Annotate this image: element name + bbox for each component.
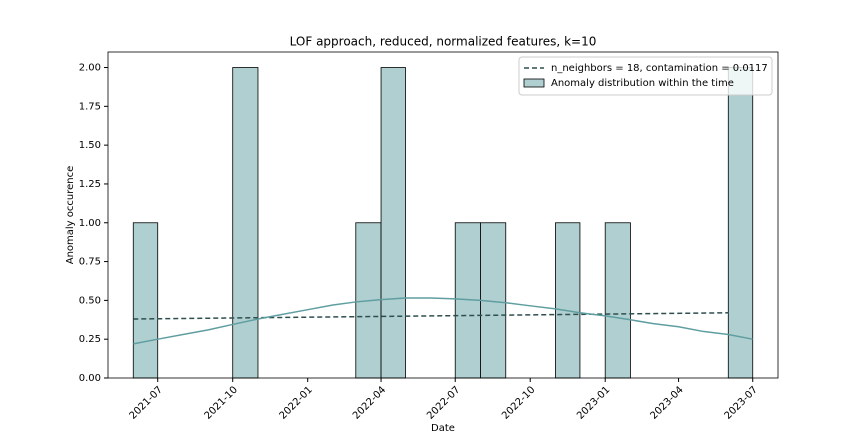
histogram-bar [555, 222, 581, 379]
legend-label: n_neighbors = 18, contamination = 0.0117 [551, 63, 768, 74]
x-tick-label: 2022-07 [425, 384, 462, 421]
x-tick-label: 2023-04 [648, 384, 685, 421]
x-tick-label: 2022-01 [278, 384, 315, 421]
legend-box [518, 56, 773, 96]
x-tick-label: 2022-04 [351, 384, 388, 421]
legend: n_neighbors = 18, contamination = 0.0117… [518, 56, 773, 96]
x-tick-label: 2021-07 [128, 384, 165, 421]
y-tick-label: 0.50 [79, 295, 101, 306]
histogram-bar [232, 67, 259, 379]
y-axis-label: Anomaly occurence [65, 166, 76, 265]
y-tick-label: 1.50 [79, 140, 101, 151]
histogram-bar [727, 67, 754, 379]
chart-title: LOF approach, reduced, normalized featur… [290, 35, 597, 49]
y-tick-label: 0.75 [79, 257, 101, 268]
x-tick-label: 2021-10 [203, 384, 240, 421]
plot-frame [107, 51, 779, 379]
histogram-bar [604, 222, 631, 379]
line [133, 297, 753, 345]
legend-label: Anomaly distribution within the time [551, 78, 734, 89]
line [133, 312, 729, 320]
y-tick-label: 1.25 [79, 179, 101, 190]
histogram-bar [380, 67, 406, 379]
x-tick-label: 2023-01 [575, 384, 612, 421]
y-tick-label: 1.75 [79, 101, 101, 112]
x-axis-label: Date [431, 423, 455, 432]
y-tick-label: 0.25 [79, 334, 101, 345]
histogram-bar [132, 222, 159, 379]
x-tick-label: 2022-10 [500, 384, 537, 421]
y-tick-label: 2.00 [79, 63, 101, 74]
legend-swatch [523, 78, 545, 88]
y-tick-label: 0.00 [79, 373, 101, 384]
y-tick-label: 1.00 [79, 218, 101, 229]
x-tick-label: 2023-07 [723, 384, 760, 421]
